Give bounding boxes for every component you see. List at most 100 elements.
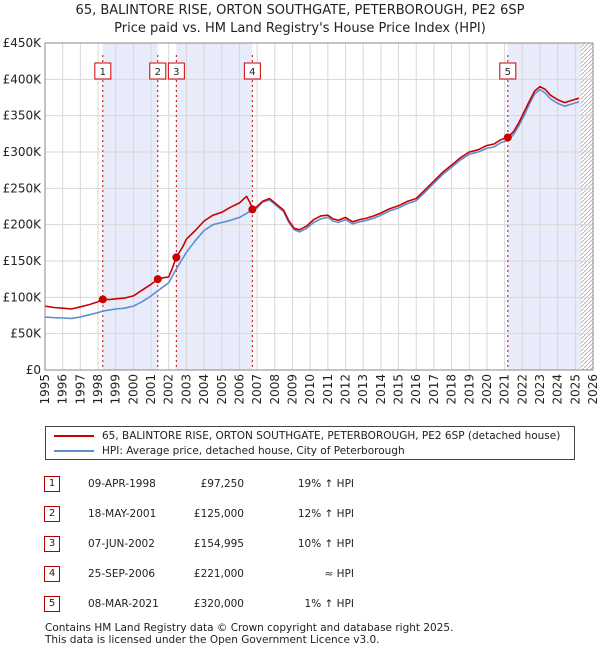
- sale-row: 2 18-MAY-2001 £125,000 12% ↑ HPI: [44, 506, 564, 524]
- sale-price: £125,000: [193, 508, 244, 520]
- sale-row: 4 25-SEP-2006 £221,000 ≈ HPI: [44, 566, 564, 584]
- y-tick-label: £250K: [3, 181, 43, 195]
- sale-number-badge: 5: [44, 596, 60, 612]
- sale-point: [153, 275, 162, 284]
- sale-row: 1 09-APR-1998 £97,250 19% ↑ HPI: [44, 476, 564, 494]
- sale-hpi-compare: 12% ↑ HPI: [297, 508, 354, 520]
- legend-hpi-label: HPI: Average price, detached house, City…: [102, 445, 405, 457]
- x-tick-label: 1999: [109, 374, 123, 405]
- sale-price: £221,000: [193, 568, 244, 580]
- shaded-range: [176, 43, 253, 370]
- x-tick-label: 2004: [197, 374, 211, 405]
- legend-hpi-swatch: [54, 450, 94, 452]
- sale-point: [98, 295, 107, 304]
- x-tick-label: 2021: [498, 374, 512, 405]
- x-tick-label: 2015: [392, 374, 406, 405]
- x-tick-label: 2020: [480, 374, 494, 405]
- sale-marker-label: 2: [155, 67, 161, 78]
- legend-property-label: 65, BALINTORE RISE, ORTON SOUTHGATE, PET…: [102, 430, 561, 442]
- sale-marker-label: 1: [100, 67, 106, 78]
- footer-copyright: Contains HM Land Registry data © Crown c…: [45, 622, 454, 634]
- sale-number-badge: 3: [44, 536, 60, 552]
- legend-hpi: HPI: Average price, detached house, City…: [54, 444, 405, 458]
- sale-price: £97,250: [200, 478, 244, 490]
- y-tick-label: £200K: [3, 218, 43, 232]
- x-tick-label: 2019: [462, 374, 476, 405]
- chart-title: 65, BALINTORE RISE, ORTON SOUTHGATE, PET…: [0, 2, 600, 38]
- legend-property-swatch: [54, 435, 94, 437]
- x-tick-label: 2016: [409, 374, 423, 405]
- x-tick-label: 2017: [427, 374, 441, 405]
- x-tick-label: 2010: [303, 374, 317, 405]
- x-tick-label: 2012: [339, 374, 353, 405]
- x-tick-label: 2011: [321, 374, 335, 405]
- sale-date: 18-MAY-2001: [88, 508, 157, 520]
- sale-marker-box: [243, 62, 261, 80]
- y-tick-label: £50K: [10, 327, 42, 341]
- sale-marker-box: [94, 62, 112, 80]
- sale-number-badge: 4: [44, 566, 60, 582]
- sale-number-badge: 1: [44, 476, 60, 492]
- legend: 65, BALINTORE RISE, ORTON SOUTHGATE, PET…: [45, 426, 575, 460]
- sale-marker-box: [149, 62, 167, 80]
- sale-point: [248, 205, 257, 214]
- shaded-range: [102, 43, 158, 370]
- y-tick-label: £0: [26, 363, 41, 377]
- legend-property: 65, BALINTORE RISE, ORTON SOUTHGATE, PET…: [54, 429, 560, 443]
- sale-row: 5 08-MAR-2021 £320,000 1% ↑ HPI: [44, 596, 564, 614]
- property-price-line: [44, 85, 580, 310]
- y-tick-label: £300K: [3, 145, 43, 159]
- x-tick-label: 1996: [56, 374, 70, 405]
- x-tick-label: 2022: [515, 374, 529, 405]
- price-chart: 1 2 3 4 5 £0 £50K £100K £150K £200K £250K £300K £35…: [3, 36, 600, 405]
- sale-point: [172, 253, 181, 262]
- x-tick-label: 2008: [268, 374, 282, 405]
- sale-date: 07-JUN-2002: [88, 538, 155, 550]
- x-tick-label: 2014: [374, 374, 388, 405]
- y-tick-label: £450K: [3, 36, 43, 50]
- x-tick-label: 1997: [73, 374, 87, 405]
- x-tick-label: 2013: [356, 374, 370, 405]
- sale-hpi-compare: ≈ HPI: [324, 568, 354, 580]
- sale-price: £154,995: [193, 538, 244, 550]
- sale-row: 3 07-JUN-2002 £154,995 10% ↑ HPI: [44, 536, 564, 554]
- sale-date: 09-APR-1998: [88, 478, 156, 490]
- title-line-2: Price paid vs. HM Land Registry's House …: [114, 21, 486, 36]
- x-tick-label: 2002: [162, 374, 176, 405]
- sale-marker-box: [499, 62, 517, 80]
- sale-hpi-compare: 19% ↑ HPI: [297, 478, 354, 490]
- y-tick-label: £400K: [3, 72, 43, 86]
- shaded-range: [507, 43, 581, 370]
- x-tick-label: 2005: [215, 374, 229, 405]
- y-tick-label: £150K: [3, 254, 43, 268]
- x-tick-label: 2007: [250, 374, 264, 405]
- x-tick-label: 2025: [568, 374, 582, 405]
- sale-date: 08-MAR-2021: [88, 598, 159, 610]
- x-tick-label: 2006: [232, 374, 246, 405]
- plot-frame: [44, 42, 594, 371]
- x-tick-label: 1998: [91, 374, 105, 405]
- x-tick-label: 2003: [179, 374, 193, 405]
- y-tick-label: £100K: [3, 290, 43, 304]
- sale-hpi-compare: 10% ↑ HPI: [297, 538, 354, 550]
- x-tick-label: 2000: [126, 374, 140, 405]
- y-tick-label: £350K: [3, 109, 43, 123]
- x-tick-label: 2026: [586, 374, 600, 405]
- sale-marker-box: [167, 62, 185, 80]
- x-tick-label: 2018: [445, 374, 459, 405]
- x-tick-label: 2024: [551, 374, 565, 405]
- x-tick-label: 2023: [533, 374, 547, 405]
- sale-price: £320,000: [193, 598, 244, 610]
- x-tick-label: 2009: [285, 374, 299, 405]
- sale-date: 25-SEP-2006: [88, 568, 156, 580]
- x-tick-label: 2001: [144, 374, 158, 405]
- sale-hpi-compare: 1% ↑ HPI: [304, 598, 354, 610]
- sale-marker-label: 4: [249, 67, 255, 78]
- sale-point: [503, 133, 512, 142]
- footer-licence: This data is licensed under the Open Gov…: [45, 634, 380, 646]
- title-line-1: 65, BALINTORE RISE, ORTON SOUTHGATE, PET…: [75, 3, 525, 18]
- future-hatch: [580, 43, 593, 370]
- sale-marker-label: 5: [505, 67, 511, 78]
- footer: Contains HM Land Registry data © Crown c…: [45, 622, 453, 646]
- x-tick-label: 1995: [38, 374, 52, 405]
